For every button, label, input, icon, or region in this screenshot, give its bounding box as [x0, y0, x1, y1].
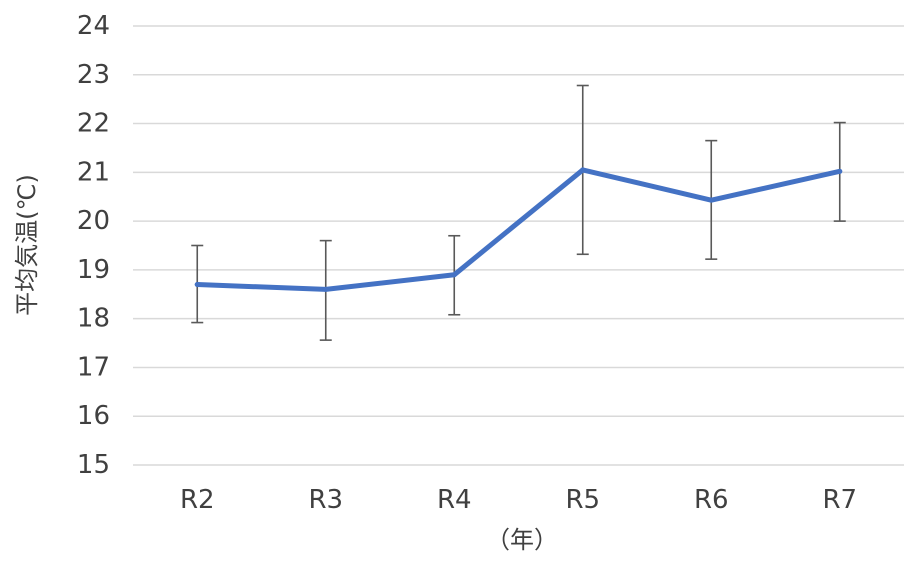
data-point: [837, 168, 843, 174]
series-line: [194, 167, 843, 292]
y-tick-label: 17: [77, 352, 110, 382]
y-tick-label: 15: [77, 450, 110, 480]
x-tick-label: R4: [437, 485, 472, 515]
x-axis-tick-labels: R2 R3 R4 R5 R6 R7: [180, 485, 857, 515]
data-point: [323, 286, 329, 292]
data-point: [194, 282, 200, 288]
y-tick-label: 20: [77, 206, 110, 236]
series-lines: [194, 167, 843, 292]
y-tick-label: 16: [77, 401, 110, 431]
y-tick-label: 22: [77, 109, 110, 139]
y-tick-label: 19: [77, 255, 110, 285]
x-tick-label: R2: [180, 485, 215, 515]
y-tick-label: 24: [77, 11, 110, 41]
data-point: [580, 167, 586, 173]
data-point: [708, 197, 714, 203]
gridlines: [133, 25, 904, 466]
x-axis-title: （年）: [486, 526, 558, 554]
y-axis-title: 平均気温(℃): [13, 174, 41, 316]
x-tick-label: R7: [822, 485, 857, 515]
x-tick-label: R3: [308, 485, 343, 515]
y-tick-label: 18: [77, 304, 110, 334]
y-tick-label: 21: [77, 157, 110, 187]
x-tick-label: R6: [694, 485, 729, 515]
data-point: [451, 272, 457, 278]
y-axis-tick-labels: 15 16 17 18 19 20 21 22 23 24: [77, 11, 110, 480]
y-tick-label: 23: [77, 60, 110, 90]
x-tick-label: R5: [565, 485, 600, 515]
